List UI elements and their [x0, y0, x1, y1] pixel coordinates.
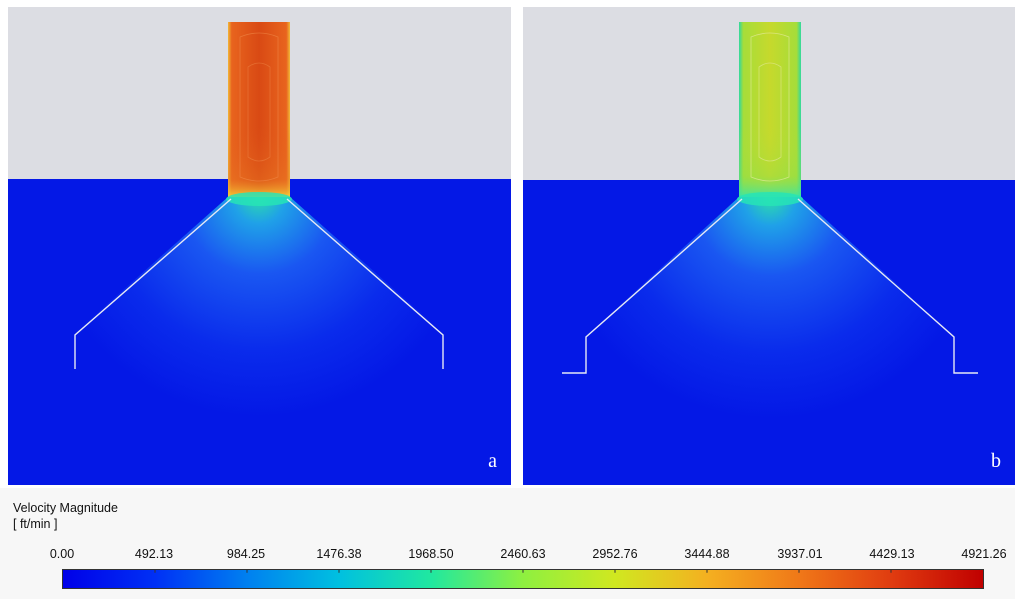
panel-label: b: [991, 450, 1001, 472]
hood-outline-left: [562, 198, 743, 374]
legend-tick: 1476.38: [316, 547, 362, 561]
legend-tick: 3937.01: [777, 547, 823, 561]
jet-exit: [739, 127, 801, 197]
hood-outline-left: [74, 198, 232, 369]
panel-label: a: [488, 450, 497, 472]
hood-outline-right: [797, 198, 978, 374]
legend-tick: 1968.50: [408, 547, 454, 561]
legend-tick: 492.13: [134, 547, 174, 561]
legend-tick: 4921.26: [961, 547, 1007, 561]
plume-region: [585, 197, 955, 427]
velocity-contour-a: [8, 7, 511, 485]
legend-tick: 984.25: [226, 547, 266, 561]
isoline: [750, 32, 790, 182]
colorbar: [62, 569, 984, 589]
contour-panel-a: a: [8, 7, 511, 485]
legend-tick: 3444.88: [684, 547, 730, 561]
velocity-legend: Velocity Magnitude [ ft/min ] 0.00 492.1…: [0, 488, 1015, 599]
legend-tick: 2952.76: [592, 547, 638, 561]
legend-tick: 2460.63: [500, 547, 546, 561]
jet-exit-core: [737, 192, 803, 206]
jet-exit: [228, 127, 290, 197]
jet-exit-core: [226, 192, 292, 206]
legend-tick: 4429.13: [869, 547, 915, 561]
legend-title: Velocity Magnitude: [13, 501, 118, 515]
isoline: [239, 32, 279, 182]
isoline: [247, 62, 271, 162]
plume-region: [70, 197, 448, 427]
legend-unit: [ ft/min ]: [13, 517, 58, 531]
legend-tick: 0.00: [49, 547, 75, 561]
isoline: [758, 62, 782, 162]
hood-outline-right: [286, 198, 444, 369]
velocity-contour-b: [523, 7, 1015, 485]
contour-panel-b: b: [523, 7, 1015, 485]
